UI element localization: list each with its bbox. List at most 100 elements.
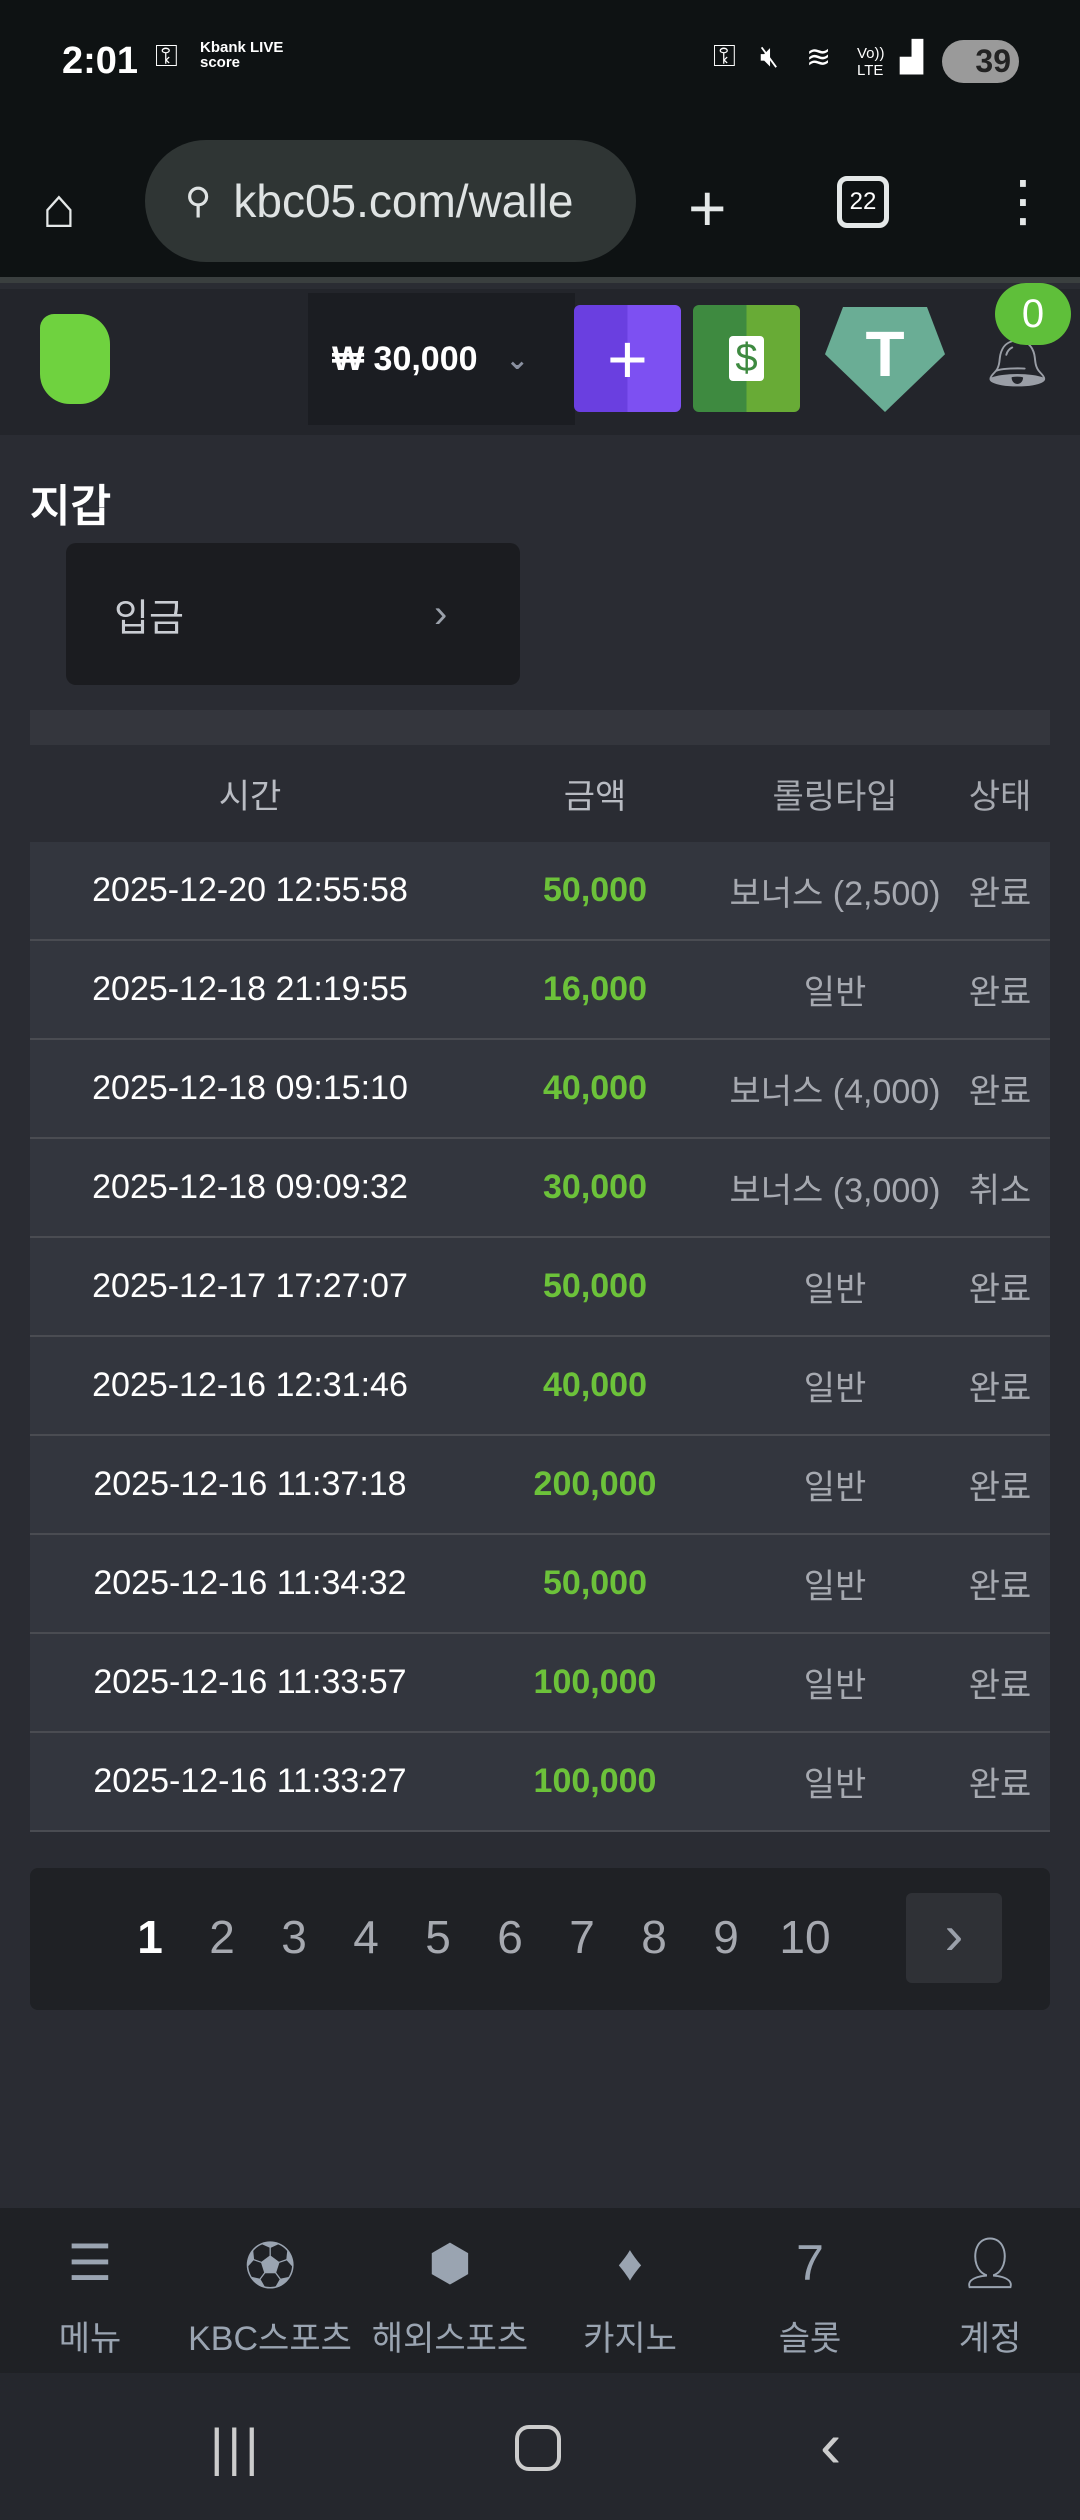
cell-status: 완료: [968, 875, 1032, 913]
table-row: 2025-12-16 11:34:32 50,000 일반 완료: [30, 1535, 1050, 1634]
cell-status: 완료: [968, 1568, 1032, 1606]
cell-time: 2025-12-16 11:33:27: [93, 1762, 407, 1800]
cell-amount: 40,000: [543, 1366, 647, 1404]
notification-app-icons: Kbank LIVE score: [200, 40, 284, 71]
wifi-icon: ≋: [806, 41, 832, 74]
page-2[interactable]: 2: [209, 1911, 235, 1963]
cell-status: 완료: [968, 1370, 1032, 1408]
cell-status: 완료: [968, 974, 1032, 1012]
page-1[interactable]: 1: [137, 1911, 163, 1963]
table-row: 2025-12-20 12:55:58 50,000 보너스 (2,500) 완료: [30, 842, 1050, 941]
cell-rolling-type: 일반: [803, 1370, 867, 1408]
cell-amount: 50,000: [543, 871, 647, 909]
cell-rolling-type: 일반: [803, 1568, 867, 1606]
cashier-button[interactable]: $: [693, 305, 800, 412]
url-bar[interactable]: ⚲ kbc05.com/walle: [145, 140, 636, 262]
nav-item-2[interactable]: ⬢ 해외스포츠: [360, 2208, 540, 2373]
page-7[interactable]: 7: [569, 1911, 595, 1963]
cell-amount: 16,000: [543, 970, 647, 1008]
dice-icon: ⬢: [428, 2235, 472, 2291]
back-icon[interactable]: ‹: [820, 2409, 842, 2481]
cell-time: 2025-12-17 17:27:07: [92, 1267, 408, 1305]
cell-status: 완료: [968, 1271, 1032, 1309]
cell-time: 2025-12-18 09:15:10: [92, 1069, 408, 1107]
url-text: kbc05.com/walle: [233, 175, 574, 227]
deposit-history-table: 시간 금액 롤링타입 상태 2025-12-20 12:55:58 50,000 보…: [30, 710, 1050, 1832]
new-tab-icon[interactable]: +: [688, 171, 727, 245]
cell-rolling-type: 일반: [803, 1766, 867, 1804]
balance-value: ₩ 30,000: [332, 339, 478, 378]
nav-item-3[interactable]: ♦ 카지노: [540, 2208, 720, 2373]
chevron-down-icon: ⌄: [505, 343, 529, 375]
nav-label: 슬롯: [778, 2320, 842, 2358]
table-header: 시간 금액 롤링타입 상태: [30, 745, 1050, 842]
nav-label: KBC스포츠: [188, 2320, 352, 2358]
cell-rolling-type: 보너스 (2,500): [729, 875, 941, 913]
balance-dropdown[interactable]: ₩ 30,000 ⌄: [308, 293, 575, 425]
cell-amount: 50,000: [543, 1267, 647, 1305]
home-nav-icon[interactable]: [515, 2425, 561, 2471]
cell-time: 2025-12-16 12:31:46: [92, 1366, 408, 1404]
next-page-button[interactable]: ›: [906, 1893, 1002, 1983]
account-icon: 👤︎: [958, 2234, 1022, 2291]
nav-label: 해외스포츠: [371, 2320, 529, 2358]
table-body: 2025-12-20 12:55:58 50,000 보너스 (2,500) 완료 20…: [30, 842, 1050, 1832]
cell-status: 완료: [968, 1073, 1032, 1111]
cell-time: 2025-12-16 11:34:32: [93, 1564, 407, 1602]
system-nav-bar: ||| ‹: [0, 2373, 1080, 2520]
page-5[interactable]: 5: [425, 1911, 451, 1963]
bottom-nav: ☰ 메뉴 ⚽︎ KBC스포츠 ⬢ 해외스포츠 ♦ 카지노 7 슬롯 👤︎ 계정: [0, 2208, 1080, 2373]
cards-icon: ♦: [617, 2235, 643, 2291]
nav-item-5[interactable]: 👤︎ 계정: [900, 2208, 1080, 2373]
vpn-key-icon: ⚿: [713, 40, 736, 73]
browser-toolbar: ⌂ ⚲ kbc05.com/walle + 22 ⋮: [0, 140, 1080, 283]
page-10[interactable]: 10: [779, 1911, 831, 1963]
cell-rolling-type: 보너스 (3,000): [729, 1172, 941, 1210]
table-row: 2025-12-18 21:19:55 16,000 일반 완료: [30, 941, 1050, 1040]
table-row: 2025-12-18 09:09:32 30,000 보너스 (3,000) 취소: [30, 1139, 1050, 1238]
nav-label: 카지노: [583, 2320, 677, 2358]
recent-apps-icon[interactable]: |||: [210, 2419, 263, 2477]
cell-time: 2025-12-16 11:37:18: [93, 1465, 407, 1503]
deposit-label: 입금: [114, 597, 184, 640]
table-top-strip: [30, 710, 1050, 745]
cell-rolling-type: 일반: [803, 1469, 867, 1507]
header-amount: 금액: [563, 778, 627, 816]
page-8[interactable]: 8: [641, 1911, 667, 1963]
header-status: 상태: [968, 778, 1032, 816]
cell-time: 2025-12-18 21:19:55: [92, 970, 408, 1008]
table-row: 2025-12-16 11:33:27 100,000 일반 완료: [30, 1733, 1050, 1832]
notification-badge: 0: [995, 283, 1071, 345]
slot-7-icon: 7: [796, 2235, 824, 2291]
key-icon: ⚿: [155, 40, 178, 73]
site-settings-icon[interactable]: ⚲: [185, 180, 212, 221]
table-row: 2025-12-17 17:27:07 50,000 일반 완료: [30, 1238, 1050, 1337]
header-time: 시간: [218, 778, 282, 816]
pagination: 1 2 3 4 5 6 7 8 9 10 ›: [30, 1868, 1050, 2010]
page-4[interactable]: 4: [353, 1911, 379, 1963]
page-3[interactable]: 3: [281, 1911, 307, 1963]
menu-search-icon: ☰: [67, 2235, 113, 2291]
deposit-plus-button[interactable]: +: [574, 305, 681, 412]
table-row: 2025-12-16 11:33:57 100,000 일반 완료: [30, 1634, 1050, 1733]
nav-item-4[interactable]: 7 슬롯: [720, 2208, 900, 2373]
page-title: 지갑: [30, 482, 111, 531]
page-9[interactable]: 9: [713, 1911, 739, 1963]
tabs-count-button[interactable]: 22: [837, 176, 889, 228]
cell-amount: 50,000: [543, 1564, 647, 1602]
cell-amount: 30,000: [543, 1168, 647, 1206]
table-row: 2025-12-16 11:37:18 200,000 일반 완료: [30, 1436, 1050, 1535]
cell-amount: 100,000: [533, 1663, 657, 1701]
home-icon[interactable]: ⌂: [42, 176, 76, 239]
more-menu-icon[interactable]: ⋮: [995, 169, 1051, 232]
page-6[interactable]: 6: [497, 1911, 523, 1963]
table-row: 2025-12-16 12:31:46 40,000 일반 완료: [30, 1337, 1050, 1436]
nav-item-1[interactable]: ⚽︎ KBC스포츠: [180, 2208, 360, 2373]
cell-rolling-type: 일반: [803, 974, 867, 1012]
chevron-right-icon: ›: [434, 591, 448, 636]
nav-item-0[interactable]: ☰ 메뉴: [0, 2208, 180, 2373]
signal-icon: ▟: [900, 41, 924, 74]
logo-icon[interactable]: [40, 314, 110, 404]
deposit-button[interactable]: 입금 ›: [66, 543, 520, 685]
cell-status: 취소: [968, 1172, 1032, 1210]
